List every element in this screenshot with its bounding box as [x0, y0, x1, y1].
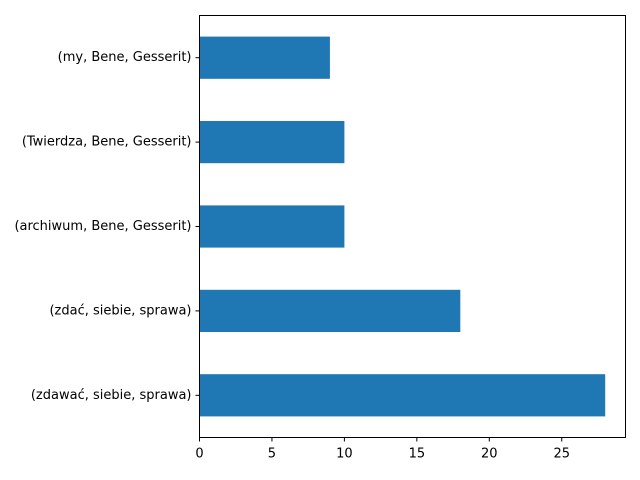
y-tick-label: (zdawać, siebie, sprawa): [31, 388, 192, 403]
x-tick-label: 20: [481, 447, 498, 462]
plot-frame: [199, 15, 626, 438]
y-tick-label: (my, Bene, Gesserit): [58, 50, 192, 65]
bar: [199, 205, 345, 248]
bar: [199, 374, 606, 417]
y-tick-label: (archiwum, Bene, Gesserit): [14, 219, 191, 234]
x-tick-label: 5: [268, 447, 276, 462]
bar: [199, 121, 345, 164]
y-tick-label: (Twierdza, Bene, Gesserit): [22, 135, 192, 150]
x-tick-label: 15: [409, 447, 426, 462]
bar: [199, 289, 461, 332]
x-tick-label: 25: [553, 447, 570, 462]
y-axis-ticks: (zdawać, siebie, sprawa) (zdać, siebie, s…: [14, 50, 200, 403]
bar: [199, 36, 330, 79]
bars-group: [199, 36, 606, 417]
x-tick-label: 0: [195, 447, 203, 462]
x-tick-label: 10: [336, 447, 353, 462]
y-tick-label: (zdać, siebie, sprawa): [49, 303, 191, 318]
x-axis-ticks: 0 5 10 15 20 25: [195, 437, 570, 462]
